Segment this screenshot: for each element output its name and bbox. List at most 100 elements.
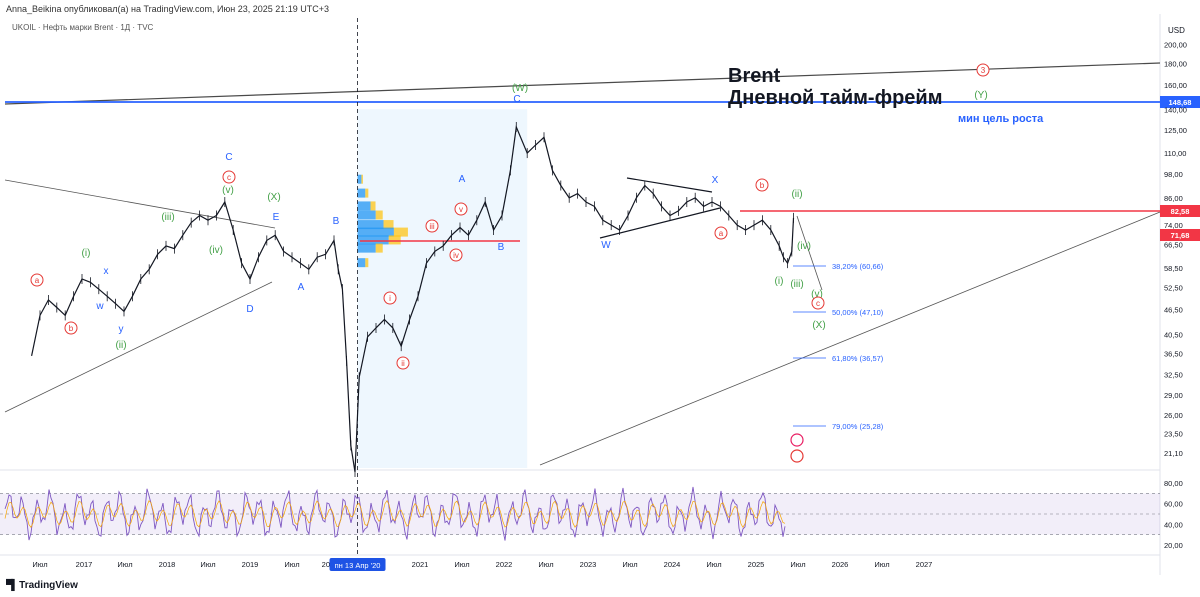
projection-line[interactable]: [796, 215, 823, 291]
wave-label: (W): [512, 83, 528, 94]
flag-icon[interactable]: [790, 449, 804, 463]
time-tick-label: 2024: [664, 560, 681, 569]
wave-label: (iv): [797, 241, 811, 252]
wave-label: (v): [811, 289, 823, 300]
rsi-tick-label: 40,00: [1164, 520, 1183, 529]
price-tick-label: 29,00: [1164, 391, 1183, 400]
time-tick-label: Июл: [454, 560, 469, 569]
wave-label-circle: [425, 219, 439, 233]
price-tick-label: 36,50: [1164, 349, 1183, 358]
rsi-tick-label: 80,00: [1164, 479, 1183, 488]
volume-profile-bar: [383, 220, 394, 230]
rsi-tick-label: 20,00: [1164, 541, 1183, 550]
wave-label: B: [498, 242, 505, 253]
fib-level-label: 38,20% (60,66): [832, 262, 884, 271]
fib-level-label: 79,00% (25,28): [832, 422, 884, 431]
wave-label: C: [225, 152, 232, 163]
price-tick-label: 23,50: [1164, 429, 1183, 438]
time-tick-label: 2021: [412, 560, 429, 569]
wave-label: iii: [429, 222, 435, 231]
time-tick-label: Июл: [874, 560, 889, 569]
long-resistance-line[interactable]: [4, 62, 1161, 105]
wave-label: (X): [267, 192, 280, 203]
wave-label-circle: [449, 248, 463, 262]
price-tick-label: 40,50: [1164, 331, 1183, 340]
chart-subtitle: Дневной тайм-фрейм: [728, 87, 943, 109]
price-tick-label: 110,00: [1164, 149, 1186, 158]
wave-label: (i): [82, 248, 91, 259]
wave-label-circle: [976, 63, 990, 77]
volume-profile-bar: [357, 235, 389, 245]
price-tick-label: 32,50: [1164, 371, 1183, 380]
wave-label-circle: [30, 273, 44, 287]
wave-label: (v): [222, 185, 234, 196]
rsi-signal-line: [4, 500, 786, 528]
time-tick-label: Июл: [538, 560, 553, 569]
wave-label-circle: [222, 170, 236, 184]
triangle-lower-line[interactable]: [599, 207, 721, 239]
wave-label: (iii): [790, 279, 803, 290]
volume-profile-bar: [375, 210, 383, 220]
wave-label: 3: [981, 66, 986, 75]
price-tick-label: 160,00: [1164, 81, 1187, 90]
volume-profile-bar: [393, 227, 408, 237]
wave-label: (ii): [115, 340, 126, 351]
cursor-date-box: [329, 558, 386, 571]
price-tick-label: 21,10: [1164, 449, 1183, 458]
price-tick-label: 52,50: [1164, 283, 1183, 292]
wave-label: B: [333, 216, 340, 227]
wave-label: ii: [401, 359, 405, 368]
price-tick-label: 74,00: [1164, 221, 1183, 230]
price-tick-label: 125,00: [1164, 126, 1187, 135]
volume-profile-bar: [370, 201, 376, 211]
volume-profile-bar: [357, 188, 366, 198]
upper-channel-line[interactable]: [4, 179, 276, 229]
volume-profile-bar: [388, 235, 401, 245]
time-tick-label: Июл: [622, 560, 637, 569]
time-tick-label: Июл: [117, 560, 132, 569]
time-tick-label: 2025: [748, 560, 765, 569]
wave-label: (ii): [791, 189, 802, 200]
rising-support-line[interactable]: [539, 211, 1161, 466]
price-tick-label: 86,00: [1164, 194, 1183, 203]
time-tick-label: Июл: [790, 560, 805, 569]
volume-profile-bar: [375, 243, 383, 253]
price-axis-badge-label: 148,68: [1169, 98, 1192, 107]
time-tick-label: 2018: [159, 560, 176, 569]
lower-channel-line[interactable]: [4, 281, 273, 413]
price-axis-badge: [1160, 96, 1200, 108]
publisher-caption: Anna_Beikina опубликовал(а) на TradingVi…: [6, 4, 330, 14]
wave-label: A: [459, 174, 466, 185]
wave-label: c: [227, 173, 231, 182]
volume-profile-bar: [357, 210, 376, 220]
triangle-upper-line[interactable]: [626, 177, 713, 193]
wave-label-circle: [811, 296, 825, 310]
tradingview-logo[interactable]: ▀▌ TradingView: [6, 580, 78, 591]
price-axis-badge-label: 71,68: [1171, 231, 1190, 240]
wave-label: X: [712, 175, 719, 186]
fib-level-label: 50,00% (47,10): [832, 308, 884, 317]
cursor-date-label: пн 13 Апр '20: [335, 561, 381, 570]
symbol-legend[interactable]: UKOIL · Нефть марки Brent · 1Д · TVC: [12, 23, 154, 32]
volume-profile-bar: [357, 227, 394, 237]
wave-label: (X): [812, 320, 825, 331]
wave-label: E: [273, 212, 280, 223]
wave-label: (iv): [209, 245, 223, 256]
wave-label: iv: [453, 251, 459, 260]
price-axis-badge-label: 82,58: [1171, 207, 1190, 216]
price-tick-label: 58,50: [1164, 264, 1183, 273]
price-tick-label: 66,50: [1164, 241, 1183, 250]
volume-profile-bar: [365, 258, 369, 268]
volume-profile-bar: [357, 243, 376, 253]
wave-label: W: [601, 240, 611, 251]
brand-label: TradingView: [19, 580, 78, 591]
time-tick-label: 2017: [76, 560, 93, 569]
time-tick-label: 2027: [916, 560, 933, 569]
chart-title: Brent: [728, 65, 781, 87]
time-tick-label: 2019: [242, 560, 259, 569]
wave-label: c: [816, 299, 820, 308]
dividend-icon[interactable]: [790, 433, 804, 447]
wave-label-circle: [383, 291, 397, 305]
time-tick-label: 2023: [580, 560, 597, 569]
